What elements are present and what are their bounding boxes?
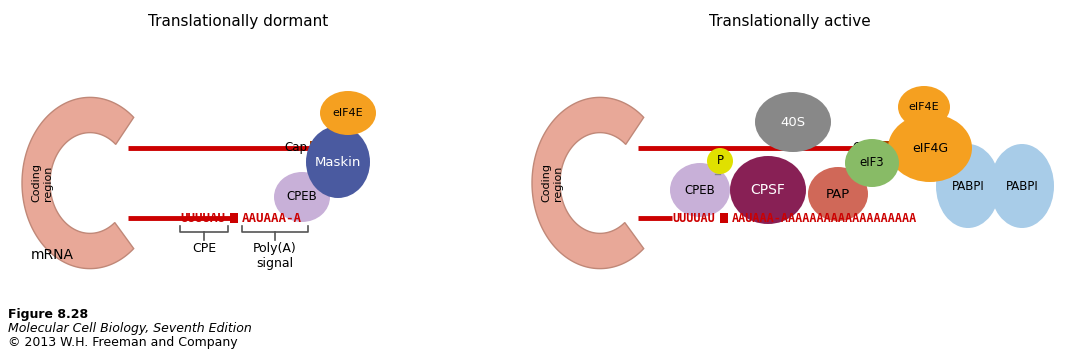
Text: UUUUAU: UUUUAU — [672, 211, 715, 225]
Text: Cap: Cap — [284, 142, 307, 154]
Ellipse shape — [730, 156, 806, 224]
Ellipse shape — [808, 167, 867, 221]
Text: PAP: PAP — [826, 187, 850, 201]
Text: Molecular Cell Biology, Seventh Edition: Molecular Cell Biology, Seventh Edition — [7, 322, 252, 335]
PathPatch shape — [22, 98, 133, 269]
Text: Coding
region: Coding region — [541, 163, 562, 202]
Bar — [230, 213, 238, 223]
Ellipse shape — [888, 114, 972, 182]
Ellipse shape — [755, 92, 831, 152]
Text: 40S: 40S — [780, 115, 806, 128]
Ellipse shape — [707, 148, 733, 174]
Text: Translationally active: Translationally active — [710, 14, 871, 29]
Ellipse shape — [898, 86, 950, 128]
Ellipse shape — [845, 139, 899, 187]
Text: AAUAAA-A: AAUAAA-A — [242, 211, 302, 225]
Ellipse shape — [274, 172, 330, 222]
Text: CPSF: CPSF — [750, 183, 785, 197]
Ellipse shape — [306, 126, 370, 198]
PathPatch shape — [532, 98, 643, 269]
Text: eIF3: eIF3 — [860, 157, 885, 170]
Text: AAUAAA-AAAAAAAAAAAAAAAAAAA: AAUAAA-AAAAAAAAAAAAAAAAAAA — [732, 211, 918, 225]
Text: Cap: Cap — [853, 142, 875, 154]
Text: PABPI: PABPI — [1005, 179, 1038, 193]
Text: CPEB: CPEB — [685, 183, 715, 197]
Text: Coding
region: Coding region — [31, 163, 52, 202]
Text: Poly(A)
signal: Poly(A) signal — [253, 242, 297, 270]
Text: © 2013 W.H. Freeman and Company: © 2013 W.H. Freeman and Company — [7, 336, 238, 349]
Text: CPE: CPE — [192, 242, 216, 255]
Text: CPEB: CPEB — [287, 190, 317, 203]
Ellipse shape — [320, 91, 376, 135]
Bar — [720, 213, 728, 223]
Ellipse shape — [670, 163, 730, 217]
Text: eIF4E: eIF4E — [333, 108, 363, 118]
Ellipse shape — [936, 144, 1000, 228]
Ellipse shape — [990, 144, 1054, 228]
Text: P: P — [717, 154, 723, 167]
Text: UUUUAU: UUUUAU — [180, 211, 225, 225]
Text: Maskin: Maskin — [315, 155, 362, 169]
Bar — [878, 141, 889, 154]
Text: PABPI: PABPI — [952, 179, 985, 193]
Text: eIF4E: eIF4E — [909, 102, 939, 112]
Bar — [310, 141, 321, 154]
Text: Translationally dormant: Translationally dormant — [148, 14, 329, 29]
Text: Figure 8.28: Figure 8.28 — [7, 308, 89, 321]
Text: mRNA: mRNA — [31, 248, 74, 262]
Text: eIF4G: eIF4G — [912, 142, 949, 154]
